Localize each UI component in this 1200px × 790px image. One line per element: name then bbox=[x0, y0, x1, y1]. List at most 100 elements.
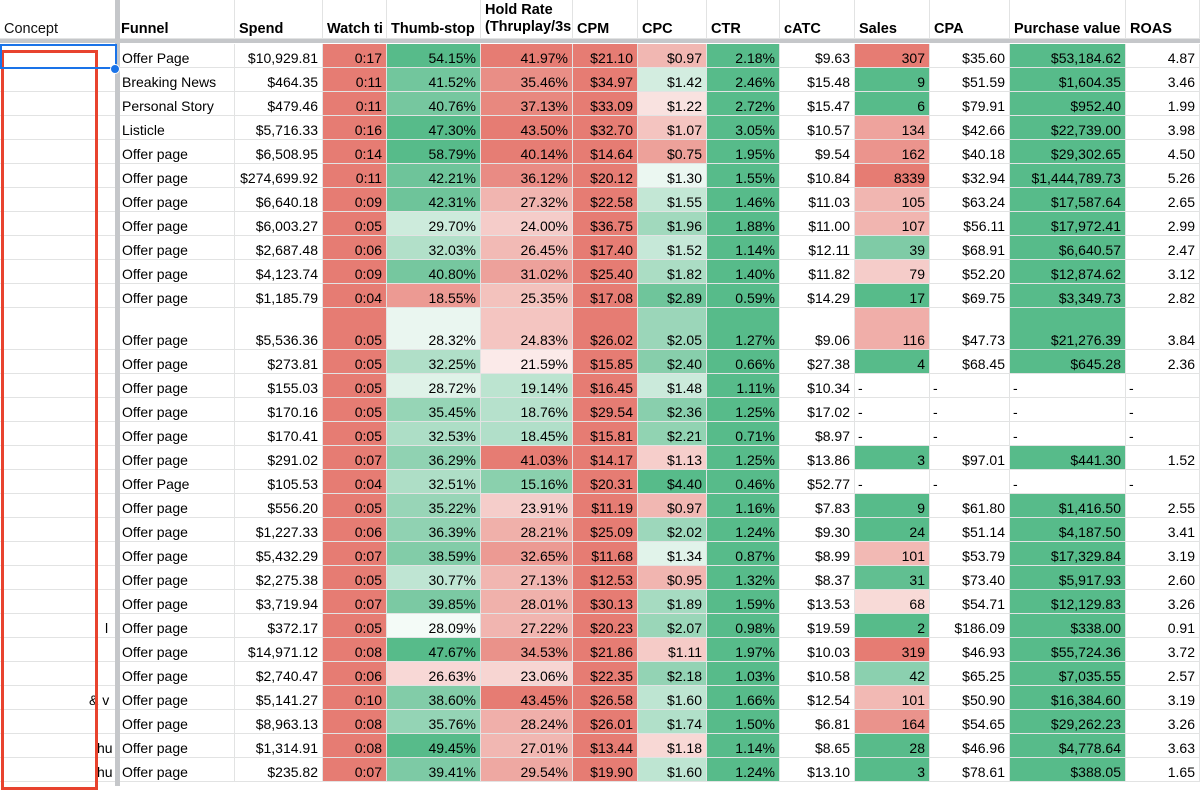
cell-spend[interactable]: $3,719.94 bbox=[235, 590, 323, 614]
cell-thumb-stop[interactable]: 38.59% bbox=[387, 542, 481, 566]
cell-thumb-stop[interactable]: 35.22% bbox=[387, 494, 481, 518]
cell-sales[interactable]: 2 bbox=[855, 614, 930, 638]
cell-catc[interactable]: $15.48 bbox=[780, 68, 855, 92]
cell-spend[interactable]: $4,123.74 bbox=[235, 260, 323, 284]
cell-cpm[interactable]: $15.85 bbox=[573, 350, 638, 374]
header-sales[interactable]: Sales bbox=[855, 0, 930, 39]
header-ctr[interactable]: CTR bbox=[707, 0, 780, 39]
cell-watch-time[interactable]: 0:08 bbox=[323, 638, 387, 662]
cell-funnel[interactable]: Offer page bbox=[117, 284, 235, 308]
cell-funnel[interactable]: Offer page bbox=[117, 662, 235, 686]
cell-cpm[interactable]: $29.54 bbox=[573, 398, 638, 422]
cell-roas[interactable]: 4.87 bbox=[1126, 44, 1200, 68]
header-funnel[interactable]: Funnel bbox=[117, 0, 235, 39]
cell-cpm[interactable]: $25.40 bbox=[573, 260, 638, 284]
cell-funnel[interactable]: Offer page bbox=[117, 638, 235, 662]
cell-sales[interactable]: 3 bbox=[855, 758, 930, 782]
cell-cpa[interactable]: $46.93 bbox=[930, 638, 1010, 662]
cell-funnel[interactable]: Offer page bbox=[117, 446, 235, 470]
cell-hold-rate[interactable]: 28.21% bbox=[481, 518, 573, 542]
cell-ctr[interactable]: 0.46% bbox=[707, 470, 780, 494]
cell-funnel[interactable]: Offer page bbox=[117, 710, 235, 734]
cell-roas[interactable]: 3.84 bbox=[1126, 308, 1200, 350]
cell-sales[interactable]: 3 bbox=[855, 446, 930, 470]
cell-ctr[interactable]: 0.87% bbox=[707, 542, 780, 566]
cell-catc[interactable]: $12.11 bbox=[780, 236, 855, 260]
cell-sales[interactable]: 42 bbox=[855, 662, 930, 686]
cell-watch-time[interactable]: 0:04 bbox=[323, 470, 387, 494]
cell-watch-time[interactable]: 0:04 bbox=[323, 284, 387, 308]
cell-funnel[interactable]: Offer page bbox=[117, 590, 235, 614]
cell-ctr[interactable]: 1.14% bbox=[707, 236, 780, 260]
cell-purchase-value[interactable]: $952.40 bbox=[1010, 92, 1126, 116]
cell-roas[interactable]: 2.47 bbox=[1126, 236, 1200, 260]
cell-purchase-value[interactable]: $17,972.41 bbox=[1010, 212, 1126, 236]
cell-roas[interactable]: 4.50 bbox=[1126, 140, 1200, 164]
cell-ctr[interactable]: 2.46% bbox=[707, 68, 780, 92]
cell-catc[interactable]: $13.53 bbox=[780, 590, 855, 614]
cell-cpm[interactable]: $36.75 bbox=[573, 212, 638, 236]
cell-sales[interactable]: - bbox=[855, 374, 930, 398]
cell-watch-time[interactable]: 0:06 bbox=[323, 662, 387, 686]
cell-funnel[interactable]: Offer page bbox=[117, 422, 235, 446]
cell-hold-rate[interactable]: 43.45% bbox=[481, 686, 573, 710]
cell-hold-rate[interactable]: 31.02% bbox=[481, 260, 573, 284]
cell-sales[interactable]: 319 bbox=[855, 638, 930, 662]
cell-roas[interactable]: - bbox=[1126, 470, 1200, 494]
cell-roas[interactable]: 2.65 bbox=[1126, 188, 1200, 212]
cell-catc[interactable]: $19.59 bbox=[780, 614, 855, 638]
cell-cpc[interactable]: $2.40 bbox=[638, 350, 707, 374]
cell-cpc[interactable]: $1.07 bbox=[638, 116, 707, 140]
cell-sales[interactable]: 24 bbox=[855, 518, 930, 542]
cell-spend[interactable]: $1,314.91 bbox=[235, 734, 323, 758]
cell-spend[interactable]: $235.82 bbox=[235, 758, 323, 782]
cell-funnel[interactable]: Offer Page bbox=[117, 44, 235, 68]
cell-roas[interactable]: 1.99 bbox=[1126, 92, 1200, 116]
cell-catc[interactable]: $11.03 bbox=[780, 188, 855, 212]
cell-funnel[interactable]: Offer page bbox=[117, 212, 235, 236]
cell-watch-time[interactable]: 0:10 bbox=[323, 686, 387, 710]
cell-ctr[interactable]: 1.14% bbox=[707, 734, 780, 758]
cell-sales[interactable]: - bbox=[855, 398, 930, 422]
cell-thumb-stop[interactable]: 32.53% bbox=[387, 422, 481, 446]
cell-purchase-value[interactable]: $7,035.55 bbox=[1010, 662, 1126, 686]
cell-cpc[interactable]: $1.11 bbox=[638, 638, 707, 662]
cell-thumb-stop[interactable]: 35.76% bbox=[387, 710, 481, 734]
cell-sales[interactable]: 107 bbox=[855, 212, 930, 236]
cell-purchase-value[interactable]: - bbox=[1010, 398, 1126, 422]
cell-spend[interactable]: $464.35 bbox=[235, 68, 323, 92]
cell-hold-rate[interactable]: 27.32% bbox=[481, 188, 573, 212]
cell-sales[interactable]: 68 bbox=[855, 590, 930, 614]
cell-cpc[interactable]: $1.60 bbox=[638, 686, 707, 710]
cell-catc[interactable]: $10.03 bbox=[780, 638, 855, 662]
cell-roas[interactable]: 3.26 bbox=[1126, 590, 1200, 614]
cell-cpa[interactable]: $51.59 bbox=[930, 68, 1010, 92]
cell-funnel[interactable]: Offer page bbox=[117, 758, 235, 782]
cell-cpa[interactable]: $40.18 bbox=[930, 140, 1010, 164]
cell-sales[interactable]: 101 bbox=[855, 686, 930, 710]
header-purchase-value[interactable]: Purchase value bbox=[1010, 0, 1126, 39]
cell-cpc[interactable]: $1.18 bbox=[638, 734, 707, 758]
cell-watch-time[interactable]: 0:05 bbox=[323, 566, 387, 590]
cell-roas[interactable]: 3.19 bbox=[1126, 542, 1200, 566]
cell-spend[interactable]: $5,716.33 bbox=[235, 116, 323, 140]
cell-ctr[interactable]: 1.40% bbox=[707, 260, 780, 284]
frozen-row-divider[interactable] bbox=[0, 39, 1200, 43]
cell-purchase-value[interactable]: $388.05 bbox=[1010, 758, 1126, 782]
cell-roas[interactable]: 2.99 bbox=[1126, 212, 1200, 236]
cell-sales[interactable]: 31 bbox=[855, 566, 930, 590]
cell-cpc[interactable]: $1.48 bbox=[638, 374, 707, 398]
cell-hold-rate[interactable]: 24.00% bbox=[481, 212, 573, 236]
cell-roas[interactable]: 3.19 bbox=[1126, 686, 1200, 710]
cell-sales[interactable]: 79 bbox=[855, 260, 930, 284]
cell-watch-time[interactable]: 0:05 bbox=[323, 398, 387, 422]
cell-catc[interactable]: $11.82 bbox=[780, 260, 855, 284]
cell-watch-time[interactable]: 0:09 bbox=[323, 260, 387, 284]
cell-cpm[interactable]: $33.09 bbox=[573, 92, 638, 116]
cell-cpm[interactable]: $11.19 bbox=[573, 494, 638, 518]
cell-roas[interactable]: 3.98 bbox=[1126, 116, 1200, 140]
cell-cpm[interactable]: $26.58 bbox=[573, 686, 638, 710]
cell-spend[interactable]: $2,740.47 bbox=[235, 662, 323, 686]
cell-sales[interactable]: 116 bbox=[855, 308, 930, 350]
cell-roas[interactable]: 5.26 bbox=[1126, 164, 1200, 188]
